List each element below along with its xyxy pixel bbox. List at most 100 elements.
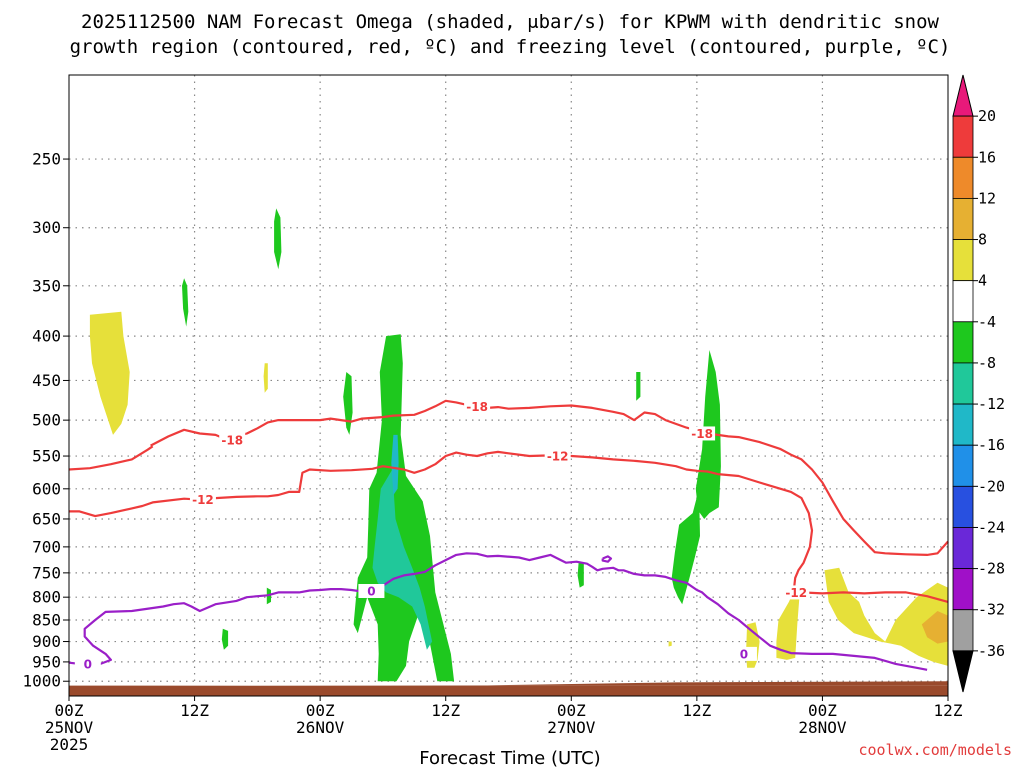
x-tick-label: 12Z	[180, 701, 209, 720]
omega-region	[921, 611, 948, 644]
x-tick-label: 27NOV	[547, 718, 596, 737]
dgz-contour	[150, 399, 949, 556]
omega-region	[89, 311, 130, 435]
colorbar-label: -12	[978, 395, 1005, 413]
x-tick-label: 25NOV	[45, 718, 94, 737]
contour-label: -12	[785, 586, 807, 600]
omega-region	[391, 434, 399, 495]
y-axis-ticks: 250 300 350 400 450 500 550 600 650 700 750 800 850 9…	[22, 150, 69, 691]
x-tick-label: 12Z	[682, 701, 711, 720]
colorbar-swatch	[952, 485, 974, 528]
colorbar-label: 16	[978, 148, 996, 166]
colorbar-label: -4	[978, 313, 996, 331]
colorbar-swatch	[952, 239, 974, 282]
contour-label-bg	[189, 492, 216, 507]
colorbar-arrow-top	[952, 74, 974, 117]
colorbar-swatch	[952, 156, 974, 199]
ground-terrain-top	[69, 681, 948, 687]
colorbar-swatch	[952, 568, 974, 611]
colorbar-swatch	[952, 609, 974, 652]
omega-region	[636, 372, 641, 401]
y-tick-label: 900	[32, 632, 61, 651]
contour-label: 0	[367, 585, 375, 599]
dgz-contour	[69, 450, 949, 603]
omega-region	[353, 334, 455, 682]
colorbar-swatch	[952, 115, 974, 158]
contour-label: 0	[84, 657, 92, 671]
grid	[69, 75, 948, 696]
x-tick-label: 26NOV	[296, 718, 345, 737]
colorbar-label: -28	[978, 560, 1005, 578]
y-tick-label: 650	[32, 509, 61, 528]
omega-region	[182, 278, 189, 327]
y-tick-label: 350	[32, 276, 61, 295]
x-tick-label: 00Z	[55, 701, 84, 720]
colorbar-label: 8	[978, 231, 987, 249]
omega-region	[776, 592, 800, 660]
y-tick-label: 300	[32, 218, 61, 237]
colorbar-label: 12	[978, 189, 996, 207]
plot-frame	[68, 74, 949, 697]
chart-title-line1: 2025112500 NAM Forecast Omega (shaded, μ…	[81, 11, 939, 33]
contour-label-bg	[74, 656, 101, 671]
contour-label: -12	[192, 493, 214, 507]
x-tick-label: 12Z	[431, 701, 460, 720]
omega-region	[824, 567, 948, 666]
y-tick-label: 1000	[22, 672, 61, 691]
colorbar-label: -20	[978, 477, 1005, 495]
freezing-level-contour	[601, 555, 613, 563]
contour-label: -18	[691, 427, 713, 441]
x-tick-label: 00Z	[557, 701, 586, 720]
colorbar-arrow-bottom	[952, 650, 974, 693]
y-tick-label: 800	[32, 588, 61, 607]
omega-region	[668, 641, 672, 647]
colorbar-label: -32	[978, 601, 1005, 619]
colorbar-swatch	[952, 527, 974, 570]
ground-terrain	[69, 685, 948, 696]
colorbar-label: -8	[978, 354, 996, 372]
contour-label-bg	[219, 432, 246, 447]
contours: -18 -18 -18 -12 -12 -12 0 0 0	[68, 399, 949, 671]
contour-label-bg	[464, 399, 491, 414]
chart-title-line2: growth region (contoured, red, ºC) and f…	[70, 36, 951, 58]
x-axis-title: Forecast Time (UTC)	[419, 748, 600, 768]
y-tick-label: 700	[32, 537, 61, 556]
omega-shading	[89, 208, 948, 682]
x-tick-label: 00Z	[808, 701, 837, 720]
contour-label: -18	[466, 400, 488, 414]
y-tick-label: 500	[32, 411, 61, 430]
contour-label-bg	[730, 646, 757, 661]
dgz-contour	[68, 445, 154, 471]
omega-region	[274, 208, 282, 270]
omega-region	[343, 372, 353, 435]
contour-label: 0	[740, 647, 748, 661]
x-tick-label: 2025	[50, 735, 89, 754]
x-tick-label: 00Z	[306, 701, 335, 720]
colorbar-swatch	[952, 403, 974, 446]
y-tick-label: 250	[32, 150, 61, 169]
colorbar-swatch	[952, 321, 974, 364]
colorbar-label: -16	[978, 436, 1005, 454]
credit-text: coolwx.com/models	[858, 741, 1012, 759]
contour-label: -12	[547, 450, 569, 464]
colorbar-swatch	[952, 444, 974, 487]
colorbar: 20 16 12 8 4 -4 -8 -12 -16 -20 -24 -28 -32 -36	[952, 74, 1005, 693]
colorbar-label: 4	[978, 272, 987, 290]
x-tick-label: 28NOV	[798, 718, 847, 737]
omega-region	[577, 562, 584, 588]
colorbar-label: 20	[978, 107, 996, 125]
colorbar-label: -24	[978, 518, 1005, 536]
contour-label-bg	[689, 426, 716, 441]
contour-label-bg	[358, 584, 385, 599]
y-tick-label: 750	[32, 563, 61, 582]
y-tick-label: 950	[32, 652, 61, 671]
colorbar-swatch	[952, 362, 974, 405]
colorbar-swatch	[952, 280, 974, 323]
y-tick-label: 550	[32, 447, 61, 466]
y-tick-label: 850	[32, 611, 61, 630]
y-tick-label: 600	[32, 479, 61, 498]
y-tick-label: 450	[32, 371, 61, 390]
colorbar-swatch	[952, 197, 974, 240]
contour-label-bg	[544, 449, 571, 464]
